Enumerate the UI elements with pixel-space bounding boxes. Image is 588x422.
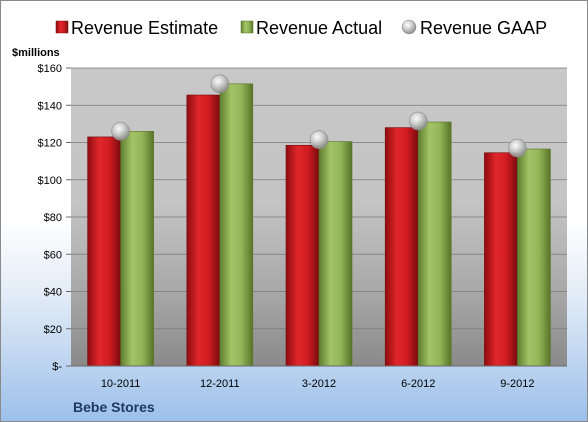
y-tick-label: $140 — [38, 100, 62, 112]
bar-actual — [219, 83, 254, 367]
x-tick-label: 3-2012 — [302, 378, 336, 390]
x-axis-ticks: 10-2011 12-2011 3-2012 6-2012 9-2012 — [101, 378, 535, 390]
legend-swatch-estimate — [55, 20, 69, 34]
bar-estimate — [87, 136, 121, 367]
marker-gaap — [309, 130, 329, 150]
marker-gaap — [408, 111, 428, 131]
y-tick-label: $100 — [38, 175, 62, 187]
legend-swatch-actual — [240, 20, 254, 34]
y-axis-unit-label: $millions — [12, 47, 60, 59]
legend-swatch-gaap — [401, 19, 417, 35]
marker-gaap — [210, 74, 230, 94]
x-tick-label: 10-2011 — [101, 378, 141, 390]
y-tick-label: $20 — [44, 324, 62, 336]
bar-estimate — [285, 144, 320, 367]
y-tick-label: $40 — [44, 287, 62, 299]
gaap-markers — [111, 74, 527, 158]
x-tick-label: 12-2011 — [200, 378, 240, 390]
legend-label-estimate: Revenue Estimate — [71, 18, 218, 38]
y-tick-label: $120 — [38, 138, 62, 150]
legend-item-gaap: Revenue GAAP — [401, 18, 547, 38]
bar-estimate — [484, 152, 518, 367]
y-axis-ticks: $- $20 $40 $60 $80 $100 $120 $140 $160 — [38, 63, 71, 373]
bar-estimate — [384, 127, 419, 367]
x-tick-label: 6-2012 — [401, 378, 435, 390]
marker-gaap — [111, 122, 130, 141]
company-name: Bebe Stores — [73, 399, 155, 415]
legend: Revenue Estimate Revenue Actual Revenue … — [55, 18, 547, 38]
bars — [87, 83, 551, 367]
legend-item-estimate: Revenue Estimate — [55, 18, 218, 38]
bar-actual — [417, 121, 452, 367]
y-tick-label: $160 — [38, 63, 62, 75]
bar-actual — [517, 148, 551, 367]
legend-label-actual: Revenue Actual — [256, 18, 382, 38]
bar-actual — [318, 141, 353, 367]
legend-label-gaap: Revenue GAAP — [420, 18, 547, 38]
y-tick-label: $60 — [44, 249, 62, 261]
legend-item-actual: Revenue Actual — [240, 18, 382, 38]
y-tick-label: $80 — [44, 212, 62, 224]
y-tick-label: $- — [52, 361, 62, 373]
marker-gaap — [508, 138, 527, 158]
x-tick-label: 9-2012 — [500, 378, 534, 390]
bar-estimate — [186, 94, 221, 367]
bar-actual — [120, 131, 154, 367]
